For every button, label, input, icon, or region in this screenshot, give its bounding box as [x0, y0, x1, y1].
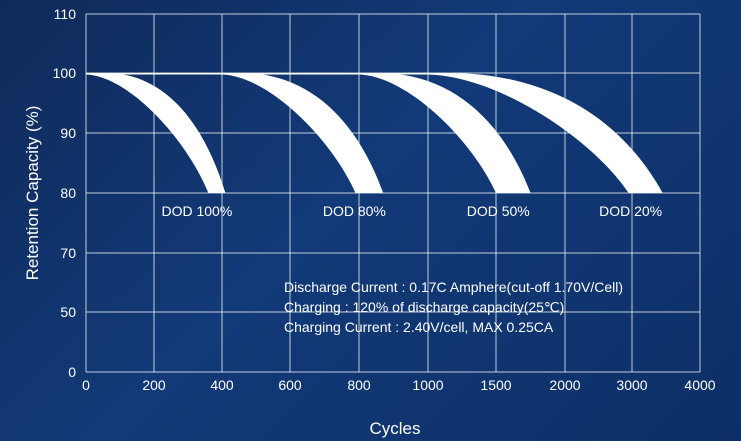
condition-line-0: Discharge Current : 0.17C Amphere(cut-of…	[284, 279, 623, 295]
x-axis-title: Cycles	[369, 419, 420, 438]
dod-bands	[86, 73, 663, 193]
dod-label-0: DOD 100%	[161, 203, 232, 219]
y-tick-80: 80	[60, 185, 76, 201]
dod-label-3: DOD 20%	[599, 203, 662, 219]
condition-line-1: Charging : 120% of discharge capacity(25…	[284, 299, 564, 315]
dod-label-2: DOD 50%	[467, 203, 530, 219]
y-tick-70: 70	[60, 245, 76, 261]
y-axis-title: Retention Capacity (%)	[23, 106, 42, 281]
band-dod-0	[86, 73, 226, 193]
x-tick-1000: 1000	[412, 377, 443, 393]
x-tick-3000: 3000	[616, 377, 647, 393]
x-tick-0: 0	[82, 377, 90, 393]
y-tick-labels: 0 50 70 80 90 100 110	[53, 6, 77, 380]
x-tick-4000: 4000	[684, 377, 715, 393]
test-conditions: Discharge Current : 0.17C Amphere(cut-of…	[284, 279, 623, 335]
x-tick-200: 200	[142, 377, 166, 393]
band-dod-1	[86, 73, 384, 193]
dod-label-1: DOD 80%	[323, 203, 386, 219]
x-tick-800: 800	[347, 377, 371, 393]
x-tick-1500: 1500	[480, 377, 511, 393]
x-tick-400: 400	[210, 377, 234, 393]
x-tick-labels: 0 200 400 600 800 1000 1500 2000 3000 4000	[82, 377, 716, 393]
condition-line-2: Charging Current : 2.40V/cell, MAX 0.25C…	[284, 319, 554, 335]
y-tick-0: 0	[68, 364, 76, 380]
dod-labels: DOD 100% DOD 80% DOD 50% DOD 20%	[161, 203, 662, 219]
y-tick-110: 110	[54, 6, 77, 22]
y-tick-90: 90	[60, 125, 76, 141]
y-tick-50: 50	[60, 304, 76, 320]
y-tick-100: 100	[53, 65, 77, 81]
x-tick-2000: 2000	[549, 377, 580, 393]
x-tick-600: 600	[278, 377, 302, 393]
